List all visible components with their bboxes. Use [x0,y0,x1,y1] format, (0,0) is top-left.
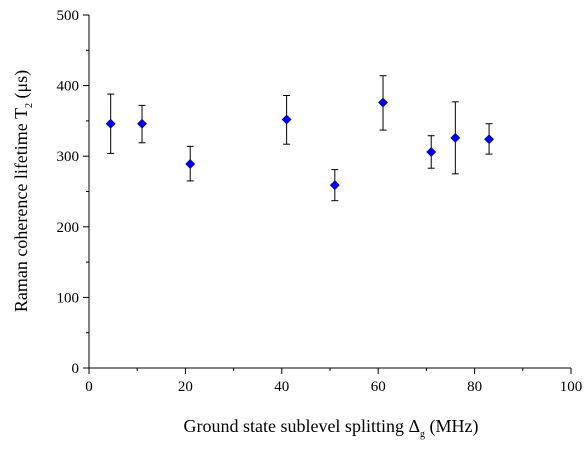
y-axis-title-unit: (μs) [11,70,32,103]
data-point-marker [426,147,437,157]
x-tick-label: 0 [85,379,93,395]
x-axis-title-subscript: g [420,429,425,440]
y-tick-label: 100 [57,290,80,306]
x-tick-label: 80 [467,379,482,395]
data-point-marker [185,159,196,169]
y-tick-label: 300 [57,149,80,165]
data-point-marker [329,180,340,191]
data-point-marker [137,118,147,129]
y-tick-label: 500 [57,8,80,24]
y-tick-label: 0 [72,361,80,377]
y-tick-label: 400 [57,79,80,95]
x-tick-label: 60 [371,379,386,395]
y-tick-label: 200 [57,220,80,236]
x-tick-label: 20 [178,379,193,395]
x-tick-label: 100 [560,379,583,395]
y-axis-title: Raman coherence lifetime T2 (μs) [11,70,35,312]
x-axis-title-unit: (MHz) [425,416,478,437]
y-axis-title-main: Raman coherence lifetime T [11,108,31,312]
x-tick-label: 40 [274,379,289,395]
data-point-marker [105,118,116,129]
y-axis-title-subscript: 2 [24,103,35,108]
x-axis-title-main: Ground state sublevel splitting Δ [183,416,420,436]
data-point-marker [281,114,292,125]
x-axis-title: Ground state sublevel splitting Δg (MHz) [183,416,478,440]
data-point-marker [484,134,494,145]
data-point-marker [450,132,461,143]
data-point-marker [378,97,388,108]
